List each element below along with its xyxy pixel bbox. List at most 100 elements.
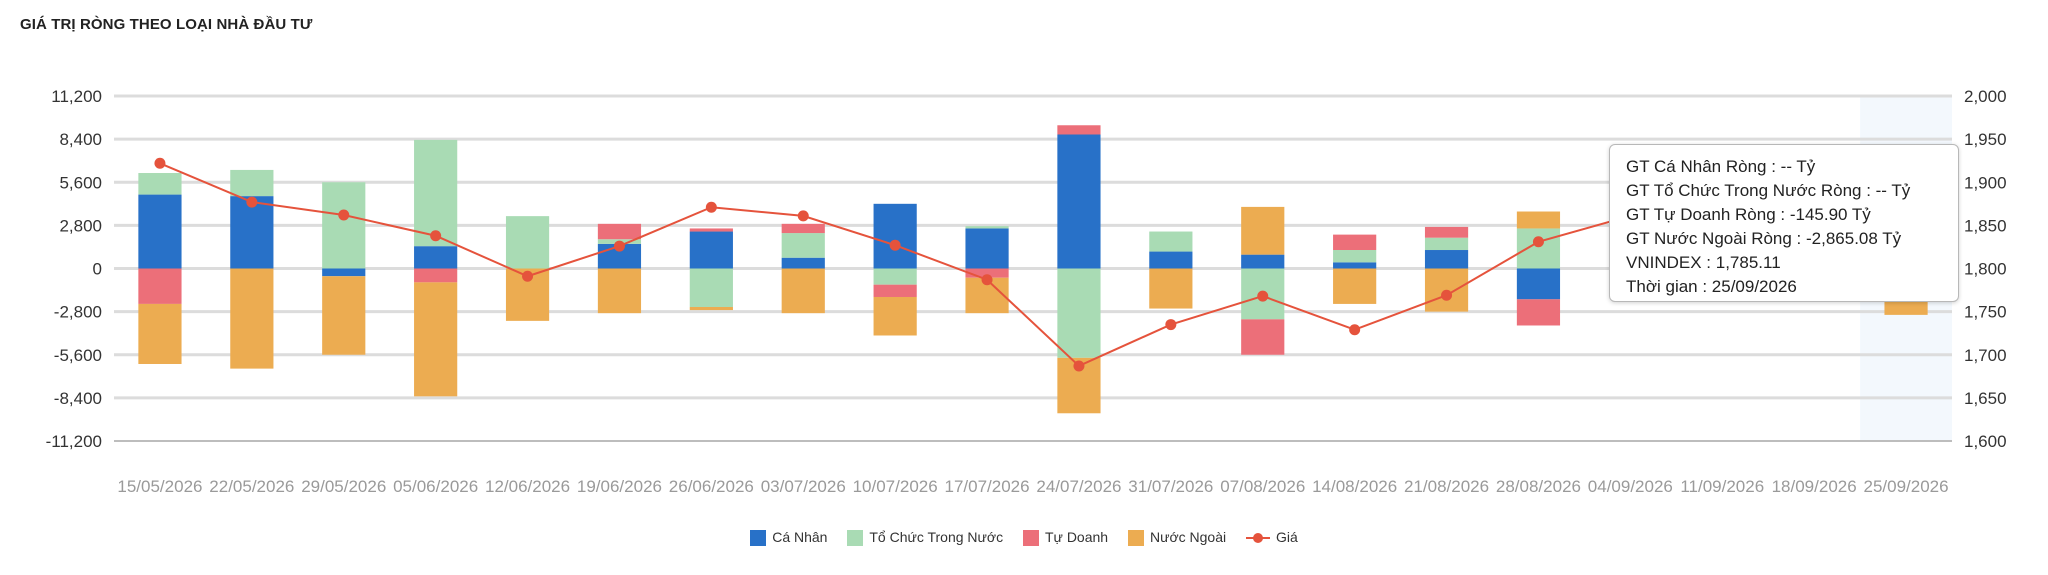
legend-item-ca-nhan[interactable]: Cá Nhân — [750, 529, 827, 546]
x-tick-label: 19/06/2026 — [577, 477, 662, 496]
legend-item-tu-doanh[interactable]: Tự Doanh — [1023, 529, 1108, 546]
price-point — [889, 239, 901, 251]
legend-item-to-chuc-trong-nuoc[interactable]: Tổ Chức Trong Nước — [847, 529, 1003, 546]
price-point — [1165, 319, 1177, 331]
bar-segment — [689, 231, 733, 269]
bar-segment — [873, 284, 917, 297]
bar-segment — [781, 257, 825, 269]
y-right-tick-label: 1,700 — [1964, 346, 2007, 365]
y-right-tick-label: 1,900 — [1964, 173, 2007, 192]
bar-segment — [322, 268, 366, 277]
tooltip-line: GT Tổ Chức Trong Nước Ròng : -- Tỷ — [1626, 181, 1911, 200]
tooltip-line: GT Nước Ngoài Ròng : -2,865.08 Tỷ — [1626, 229, 1902, 248]
x-tick-label: 21/08/2026 — [1404, 477, 1489, 496]
bar-segment — [505, 216, 550, 269]
legend-label: Tự Doanh — [1045, 528, 1109, 545]
price-point — [613, 240, 625, 252]
y-left-tick-label: 0 — [93, 260, 102, 279]
price-point — [797, 210, 809, 222]
price-point — [154, 157, 166, 169]
bar-segment — [414, 139, 458, 247]
x-tick-label: 14/08/2026 — [1312, 477, 1397, 496]
bar-segment — [1333, 268, 1377, 304]
x-tick-label: 05/06/2026 — [393, 477, 478, 496]
y-right-tick-label: 2,000 — [1964, 87, 2007, 106]
bar-segment — [597, 268, 642, 314]
bar-segment — [138, 194, 182, 269]
y-left-tick-label: 2,800 — [59, 216, 102, 235]
x-tick-label: 10/07/2026 — [853, 477, 938, 496]
bar-segment — [230, 169, 274, 197]
chart-legend: Cá Nhân Tổ Chức Trong Nước Tự Doanh Nước… — [0, 528, 2048, 546]
x-tick-label: 15/05/2026 — [117, 477, 202, 496]
x-tick-label: 25/09/2026 — [1864, 477, 1949, 496]
x-tick-label: 12/06/2026 — [485, 477, 570, 496]
y-left-tick-label: -8,400 — [54, 389, 102, 408]
y-right-tick-label: 1,950 — [1964, 130, 2007, 149]
y-left-tick-label: 8,400 — [59, 130, 102, 149]
bar-segment — [689, 228, 733, 232]
x-tick-label: 18/09/2026 — [1772, 477, 1857, 496]
bar-segment — [414, 268, 458, 283]
bar-segment — [1516, 228, 1561, 269]
bar-segment — [781, 233, 825, 258]
price-point — [1349, 324, 1361, 336]
bar-segment — [873, 203, 917, 269]
legend-label: Giá — [1276, 528, 1298, 545]
legend-swatch — [1023, 529, 1039, 546]
y-left-tick-label: 5,600 — [59, 173, 102, 192]
bar-segment — [1057, 268, 1101, 358]
legend-item-nuoc-ngoai[interactable]: Nước Ngoài — [1127, 529, 1226, 546]
bar-segment — [1241, 206, 1285, 255]
y-left-tick-label: -11,200 — [46, 432, 102, 451]
price-point — [522, 270, 534, 282]
bar-segment — [1424, 237, 1469, 251]
tooltip-line: Thời gian : 25/09/2026 — [1626, 277, 1797, 296]
bar-segment — [781, 268, 825, 314]
chart-title: GIÁ TRỊ RÒNG THEO LOẠI NHÀ ĐẦU TƯ — [20, 16, 313, 33]
bar-segment — [322, 182, 366, 269]
price-point — [338, 209, 350, 221]
bar-segment — [597, 223, 642, 240]
bar-segment — [873, 296, 917, 336]
bar-segment — [1057, 125, 1101, 135]
y-left-tick-label: -2,800 — [54, 303, 102, 322]
bar-segment — [1149, 231, 1193, 252]
legend-label: Cá Nhân — [772, 528, 828, 545]
y-right-tick-label: 1,750 — [1964, 303, 2007, 322]
bar-segment — [1516, 211, 1561, 229]
bar-segment — [414, 282, 458, 397]
price-point — [981, 274, 993, 286]
y-right-tick-label: 1,800 — [1964, 260, 2007, 279]
bar-segment — [322, 276, 366, 355]
legend-swatch — [750, 529, 767, 546]
bar-segment — [965, 268, 1009, 278]
bar-segment — [230, 196, 274, 269]
bar-segment — [1241, 254, 1285, 269]
legend-item-gia[interactable]: Giá — [1246, 529, 1298, 546]
bar-segment — [1149, 251, 1193, 269]
price-point — [1073, 360, 1085, 372]
bar-segment — [1057, 134, 1101, 269]
bar-segment — [1333, 234, 1377, 251]
bar-segment — [873, 268, 917, 285]
bar-segment — [965, 228, 1009, 269]
price-point — [705, 201, 717, 213]
bar-segment — [1516, 268, 1561, 300]
price-point — [1532, 236, 1544, 248]
x-tick-label: 28/08/2026 — [1496, 477, 1581, 496]
bar-segment — [689, 307, 733, 311]
legend-line-swatch — [1246, 530, 1270, 546]
price-line — [159, 162, 1907, 368]
y-left-tick-label: -5,600 — [54, 346, 102, 365]
tooltip-line: GT Tự Doanh Ròng : -145.90 Tỷ — [1626, 205, 1871, 224]
legend-swatch — [847, 529, 864, 546]
legend-label: Tổ Chức Trong Nước — [869, 528, 1004, 545]
price-point — [430, 230, 442, 242]
bar-segment — [138, 268, 182, 304]
x-tick-label: 17/07/2026 — [945, 477, 1030, 496]
bar-segment — [1241, 319, 1285, 355]
bar-segment — [230, 268, 274, 369]
tooltip-line: GT Cá Nhân Ròng : -- Tỷ — [1626, 157, 1816, 176]
bar-segment — [689, 268, 733, 308]
